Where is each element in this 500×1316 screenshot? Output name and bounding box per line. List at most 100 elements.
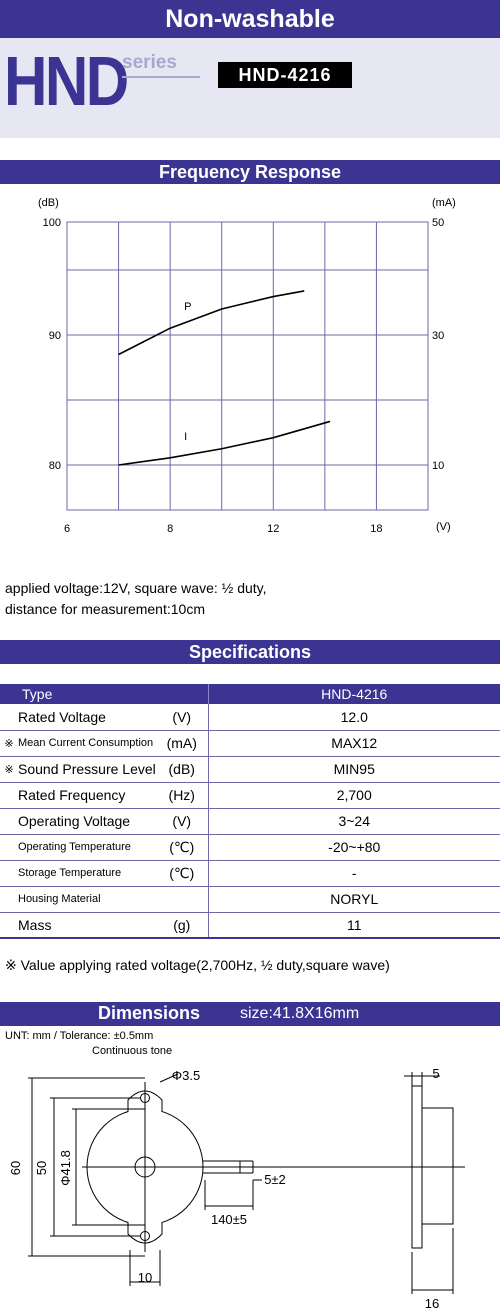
specifications-table: Type HND-4216 Rated Voltage (V) 12.0 ※ Mean … — [0, 684, 500, 939]
dimensions-size: size:41.8X16mm — [240, 1005, 360, 1022]
spec-unit: (℃) — [156, 860, 209, 887]
wire-length-label: 140±5 — [211, 1212, 247, 1227]
spec-value: NORYL — [208, 886, 500, 913]
spec-unit: (℃) — [156, 834, 209, 861]
series-band — [0, 38, 500, 138]
spec-name: Operating Voltage — [18, 808, 156, 835]
series-line-p — [118, 290, 305, 356]
spec-name: Operating Temperature — [18, 834, 156, 861]
chart-lines — [118, 290, 331, 466]
body-diameter-label: Φ41.8 — [58, 1150, 73, 1186]
spec-row: Housing Material NORYL — [0, 886, 500, 913]
spec-value: MIN95 — [208, 756, 500, 783]
y-tick-label-left: 90 — [49, 330, 61, 342]
series-name: HND — [4, 42, 129, 120]
spec-mark — [0, 782, 18, 809]
y-tick-label-right: 30 — [432, 330, 444, 342]
spec-name: Rated Frequency — [18, 782, 156, 809]
y-tick-label-right: 10 — [432, 460, 444, 472]
spec-unit: (dB) — [156, 756, 209, 783]
spec-value: 3~24 — [208, 808, 500, 835]
spec-name: Housing Material — [18, 886, 156, 913]
x-tick-label: 12 — [267, 523, 279, 535]
type-model: HND-4216 — [208, 684, 500, 704]
unit-tolerance: UNT: mm / Tolerance: ±0.5mm — [5, 1030, 154, 1042]
spec-name: Sound Pressure Level — [18, 756, 156, 783]
x-axis-unit: (V) — [436, 521, 451, 533]
y-axis-unit-left: (dB) — [38, 197, 59, 209]
frequency-response-heading: Frequency Response — [0, 160, 500, 184]
x-tick-label: 8 — [167, 523, 173, 535]
spec-header-row: Type HND-4216 — [0, 684, 500, 704]
wire-strip-label: 5±2 — [264, 1172, 286, 1187]
spec-name: Storage Temperature — [18, 860, 156, 887]
spec-mark — [0, 912, 18, 939]
hole-diameter-label: Φ3.5 — [172, 1068, 200, 1083]
x-tick-label: 18 — [370, 523, 382, 535]
spec-mark — [0, 860, 18, 887]
series-underline — [122, 76, 200, 78]
spec-value: 11 — [208, 912, 500, 939]
mount-spacing-label: 50 — [34, 1161, 49, 1175]
y-tick-label-left: 80 — [49, 460, 61, 472]
dimension-lines — [28, 1073, 262, 1286]
spec-mark — [0, 704, 18, 731]
tab-width-label: 10 — [138, 1270, 152, 1285]
spec-value: - — [208, 860, 500, 887]
spec-row: Operating Voltage (V) 3~24 — [0, 808, 500, 835]
buzzer-side-view — [402, 1072, 465, 1294]
spec-unit — [156, 886, 209, 913]
type-label: Type — [0, 684, 209, 704]
y-tick-label-left: 100 — [43, 217, 61, 229]
y-tick-label-right: 50 — [432, 217, 444, 229]
specifications-heading: Specifications — [0, 640, 500, 664]
x-tick-label: 6 — [64, 523, 70, 535]
spec-row: ※ Sound Pressure Level (dB) MIN95 — [0, 756, 500, 783]
spec-unit: (V) — [156, 704, 209, 731]
buzzer-front-view — [82, 1082, 465, 1252]
spec-value: MAX12 — [208, 730, 500, 757]
dimension-drawing: Φ3.5 60 50 Φ41.8 5±2 140±5 10 5 16 — [8, 1066, 465, 1311]
spec-unit: (mA) — [156, 730, 209, 757]
chart-grid — [66, 221, 429, 511]
spec-name: Mass — [18, 912, 156, 939]
spec-unit: (Hz) — [156, 782, 209, 809]
tone-type: Continuous tone — [92, 1045, 173, 1057]
spec-mark: ※ — [0, 730, 18, 757]
side-width-label: 16 — [425, 1296, 439, 1311]
spec-mark — [0, 834, 18, 861]
series-line-i — [118, 420, 331, 466]
side-top-label: 5 — [432, 1066, 439, 1081]
spec-row: Rated Frequency (Hz) 2,700 — [0, 782, 500, 809]
model-badge: HND-4216 — [218, 62, 352, 88]
spec-name: Rated Voltage — [18, 704, 156, 731]
spec-mark — [0, 886, 18, 913]
spec-row: Rated Voltage (V) 12.0 — [0, 704, 500, 731]
dimensions-title: Dimensions — [98, 1003, 201, 1023]
note-line-1: applied voltage:12V, square wave: ½ duty… — [5, 580, 267, 596]
spec-row: Mass (g) 11 — [0, 912, 500, 939]
spec-row: Operating Temperature (℃) -20~+80 — [0, 834, 500, 861]
spec-value: 12.0 — [208, 704, 500, 731]
series-word: series — [122, 52, 177, 73]
spec-name: Mean Current Consumption — [18, 730, 156, 757]
chart-frame — [66, 221, 429, 511]
series-label-i: I — [184, 431, 187, 443]
spec-row: ※ Mean Current Consumption (mA) MAX12 — [0, 730, 500, 757]
dimensions-heading: Dimensions size:41.8X16mm — [0, 1002, 500, 1026]
spec-footnote: ※ Value applying rated voltage(2,700Hz, … — [5, 957, 390, 973]
spec-mark: ※ — [0, 756, 18, 783]
chart-labels: 6 8 12 18 (V) 100 90 80 50 30 10 (dB) (mA) P I — [38, 197, 456, 535]
measurement-notes: applied voltage:12V, square wave: ½ duty… — [5, 578, 267, 620]
spec-value: -20~+80 — [208, 834, 500, 861]
spec-unit: (g) — [156, 912, 209, 939]
spec-row: Storage Temperature (℃) - — [0, 860, 500, 887]
top-banner: Non-washable — [0, 0, 500, 38]
frequency-response-chart: 6 8 12 18 (V) 100 90 80 50 30 10 (dB) (mA) P I — [38, 197, 456, 535]
note-line-2: distance for measurement:10cm — [5, 601, 205, 617]
spec-value: 2,700 — [208, 782, 500, 809]
y-axis-unit-right: (mA) — [432, 197, 456, 209]
overall-height-label: 60 — [8, 1161, 23, 1175]
spec-mark — [0, 808, 18, 835]
series-label-p: P — [184, 301, 191, 313]
